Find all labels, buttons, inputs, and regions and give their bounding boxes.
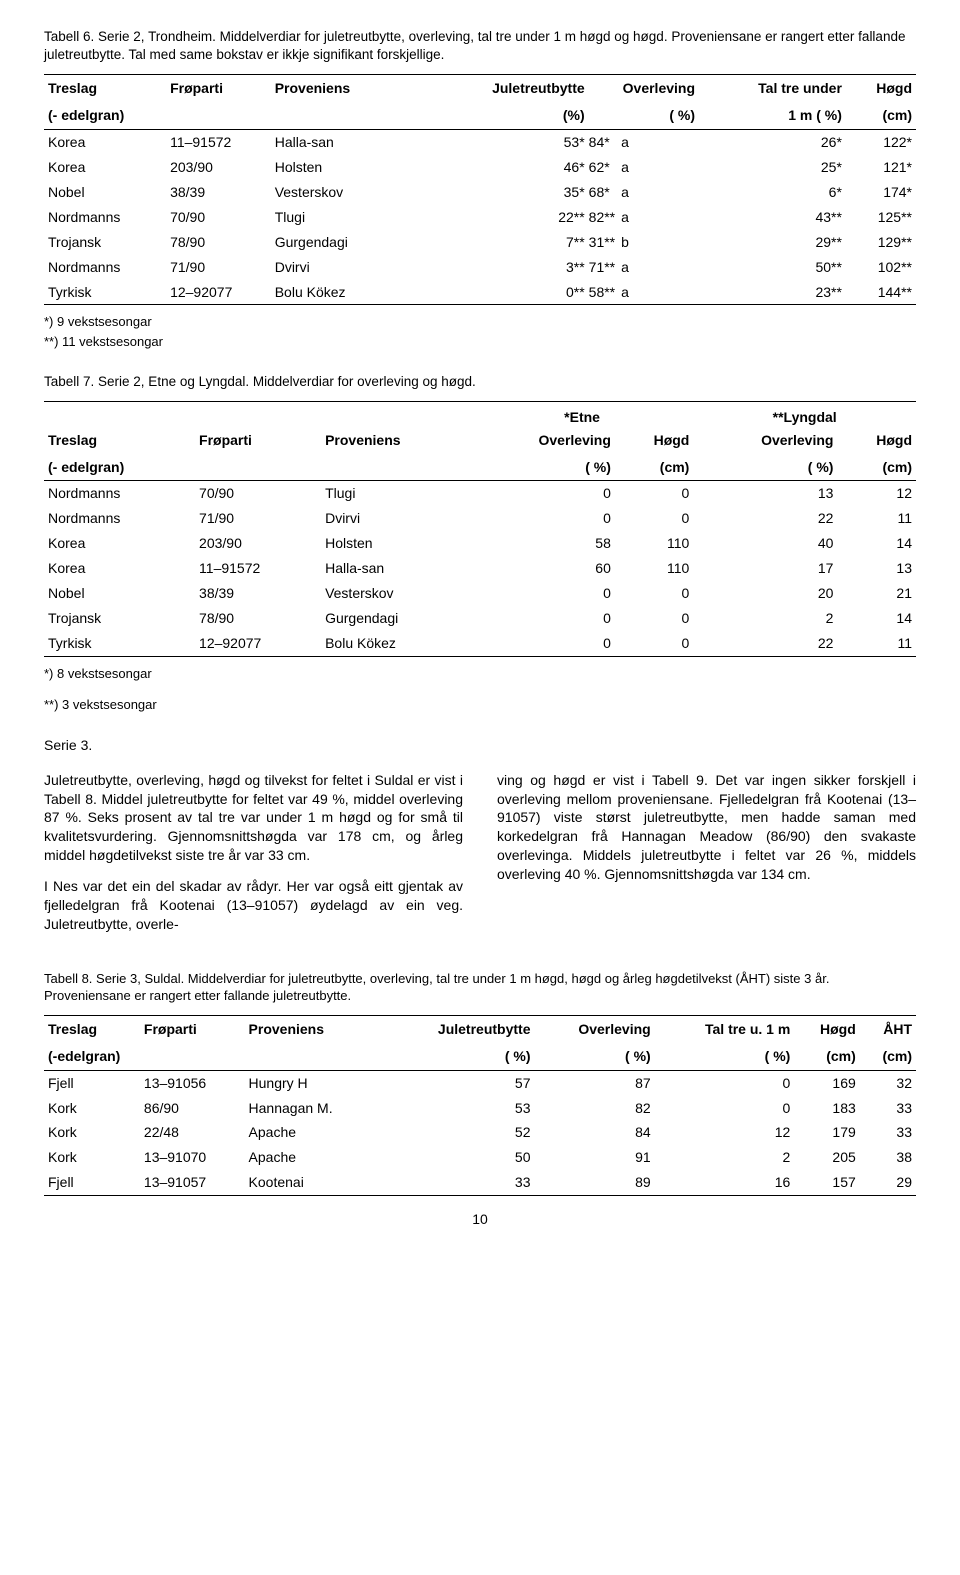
th-etne: *Etne: [471, 401, 694, 426]
table-row: Nordmanns70/90Tlugi001312: [44, 481, 916, 506]
table-row: Fjell13–91057Kootenai33891615729: [44, 1170, 916, 1195]
th: Juletreutbytte: [384, 1015, 534, 1042]
th: 1 m ( %): [699, 102, 846, 129]
th: (cm): [860, 1043, 916, 1070]
table-row: Tyrkisk12–92077Bolu Kökez002211: [44, 631, 916, 656]
th: (cm): [794, 1043, 859, 1070]
th: (-edelgran): [44, 1043, 140, 1070]
th: Proveniens: [321, 427, 471, 454]
table-row: Nordmanns71/90Dvirvi3**71**a50**102**: [44, 255, 916, 280]
th: (- edelgran): [44, 454, 195, 481]
th: Treslag: [44, 1015, 140, 1042]
table7-footnotes: *) 8 vekstsesongar **) 3 vekstsesongar: [44, 665, 916, 714]
th: Juletreutbytte: [428, 75, 589, 102]
serie3-body: Juletreutbytte, overleving, høgd og tilv…: [44, 771, 916, 934]
th: Treslag: [44, 75, 166, 102]
th-lyngdal: **Lyngdal: [693, 401, 916, 426]
th: (cm): [615, 454, 693, 481]
th: ( %): [535, 1043, 655, 1070]
table-row: Nordmanns71/90Dvirvi002211: [44, 506, 916, 531]
th: Frøparti: [195, 427, 321, 454]
paragraph: ving og høgd er vist i Tabell 9. Det var…: [497, 771, 916, 884]
table-row: Trojansk78/90Gurgendagi00214: [44, 606, 916, 631]
th: Høgd: [615, 427, 693, 454]
table-row: Kork22/48Apache52841217933: [44, 1120, 916, 1145]
th: Tal tre under: [699, 75, 846, 102]
th: Overleving: [589, 75, 699, 102]
th: Høgd: [794, 1015, 859, 1042]
page-number: 10: [44, 1210, 916, 1229]
th: Tal tre u. 1 m: [655, 1015, 795, 1042]
th: ( %): [471, 454, 615, 481]
table-row: Korea203/90Holsten46*62*a25*121*: [44, 155, 916, 180]
table-row: Kork13–91070Apache5091220538: [44, 1145, 916, 1170]
th: (cm): [837, 454, 916, 481]
table-row: Korea11–91572Halla-san601101713: [44, 556, 916, 581]
th: ( %): [384, 1043, 534, 1070]
th: Høgd: [837, 427, 916, 454]
table8-caption: Tabell 8. Serie 3, Suldal. Middelverdiar…: [44, 970, 916, 1005]
th: Frøparti: [140, 1015, 245, 1042]
table6-caption: Tabell 6. Serie 2, Trondheim. Middelverd…: [44, 28, 916, 64]
table-row: Nobel38/39Vesterskov35*68*a6*174*: [44, 180, 916, 205]
table-row: Tyrkisk12–92077Bolu Kökez0**58**a23**144…: [44, 280, 916, 305]
table8: Treslag Frøparti Proveniens Juletreutbyt…: [44, 1015, 916, 1196]
th: ÅHT: [860, 1015, 916, 1042]
paragraph: I Nes var det ein del skadar av rådyr. H…: [44, 877, 463, 934]
th: (cm): [846, 102, 916, 129]
th: ( %): [655, 1043, 795, 1070]
table-row: Nobel38/39Vesterskov002021: [44, 581, 916, 606]
table-row: Nordmanns70/90Tlugi22**82**a43**125**: [44, 205, 916, 230]
paragraph: Juletreutbytte, overleving, høgd og tilv…: [44, 771, 463, 865]
th: Overleving: [535, 1015, 655, 1042]
th: Frøparti: [166, 75, 271, 102]
table-row: Kork86/90Hannagan M.5382018333: [44, 1096, 916, 1121]
th: ( %): [589, 102, 699, 129]
table6-footnotes: *) 9 vekstsesongar **) 11 vekstsesongar: [44, 313, 916, 350]
table-row: Fjell13–91056Hungry H5787016932: [44, 1070, 916, 1095]
th: (- edelgran): [44, 102, 166, 129]
table-row: Trojansk78/90Gurgendagi7**31**b29**129**: [44, 230, 916, 255]
table7: *Etne **Lyngdal Treslag Frøparti Proveni…: [44, 401, 916, 657]
th: Treslag: [44, 427, 195, 454]
th: Proveniens: [245, 1015, 385, 1042]
table7-caption: Tabell 7. Serie 2, Etne og Lyngdal. Midd…: [44, 373, 916, 391]
th: Proveniens: [271, 75, 428, 102]
th: Høgd: [846, 75, 916, 102]
table-row: Korea203/90Holsten581104014: [44, 531, 916, 556]
table-row: Korea11–91572Halla-san53*84*a26*122*: [44, 130, 916, 155]
table6: Treslag Frøparti Proveniens Juletreutbyt…: [44, 74, 916, 305]
th: Overleving: [471, 427, 615, 454]
serie3-heading: Serie 3.: [44, 736, 916, 755]
th: ( %): [693, 454, 837, 481]
th: (%): [428, 102, 589, 129]
th: Overleving: [693, 427, 837, 454]
